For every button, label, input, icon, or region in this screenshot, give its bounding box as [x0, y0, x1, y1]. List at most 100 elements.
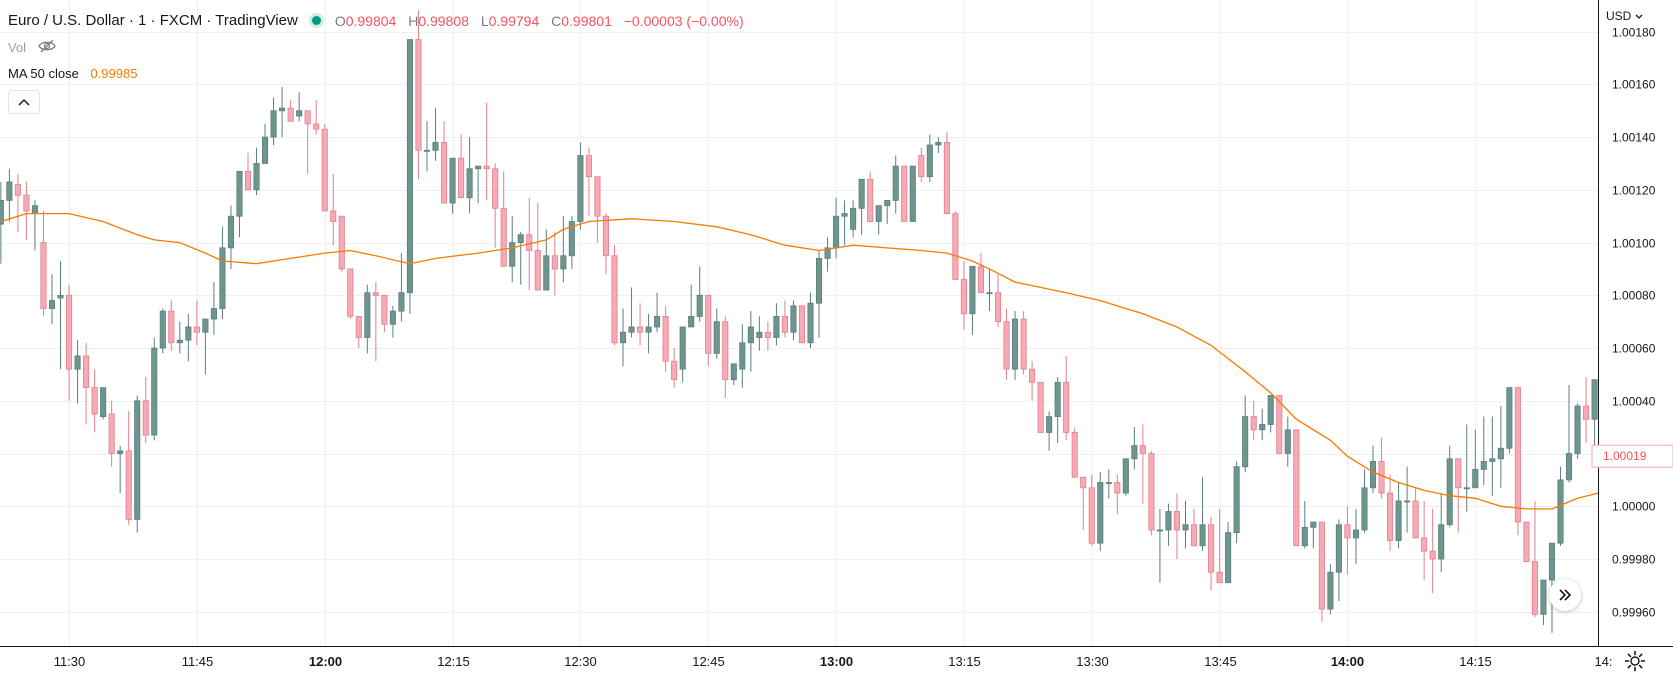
candle-up[interactable]: [969, 265, 976, 335]
candle-down[interactable]: [1148, 450, 1155, 536]
candle-up[interactable]: [739, 324, 746, 388]
candle-up[interactable]: [645, 313, 652, 354]
candle-down[interactable]: [1020, 311, 1027, 375]
candle-down[interactable]: [125, 411, 132, 525]
candle-down[interactable]: [338, 215, 345, 272]
candle-down[interactable]: [1421, 500, 1428, 581]
candle-up[interactable]: [986, 268, 993, 312]
candle-up[interactable]: [0, 181, 4, 264]
candle-up[interactable]: [909, 165, 916, 222]
symbol-title[interactable]: Euro / U.S. Dollar · 1 · FXCM · TradingV…: [8, 12, 298, 29]
candle-down[interactable]: [1455, 458, 1462, 533]
candle-up[interactable]: [1182, 500, 1189, 549]
candle-up[interactable]: [619, 308, 627, 367]
candle-up[interactable]: [1301, 500, 1308, 549]
candle-up[interactable]: [517, 232, 524, 285]
candle-up[interactable]: [210, 282, 217, 335]
candle-down[interactable]: [1412, 487, 1419, 539]
candle-up[interactable]: [1463, 424, 1470, 512]
scroll-to-realtime-button[interactable]: [1549, 579, 1581, 611]
candle-down[interactable]: [977, 253, 985, 294]
candle-down[interactable]: [594, 176, 601, 243]
candle-down[interactable]: [168, 300, 175, 351]
candle-down[interactable]: [330, 174, 337, 246]
candle-up[interactable]: [1489, 416, 1496, 496]
candle-up[interactable]: [296, 92, 303, 122]
candle-up[interactable]: [219, 226, 226, 320]
candle-up[interactable]: [935, 137, 942, 153]
candle-up[interactable]: [858, 178, 865, 235]
candle-down[interactable]: [65, 284, 73, 401]
candle-down[interactable]: [1318, 521, 1325, 623]
candle-up[interactable]: [713, 308, 720, 359]
candle-down[interactable]: [867, 171, 874, 222]
candle-up[interactable]: [185, 313, 192, 362]
candle-down[interactable]: [500, 171, 507, 267]
candle-down[interactable]: [901, 165, 908, 222]
candle-down[interactable]: [91, 369, 98, 433]
price-axis-labels[interactable]: 1.00180 1.00160 1.00140 1.00120 1.00100 1.000…: [1612, 26, 1656, 620]
candle-up[interactable]: [807, 292, 814, 349]
candle-down[interactable]: [83, 342, 90, 425]
candle-up[interactable]: [1497, 406, 1504, 488]
candle-down[interactable]: [1250, 400, 1257, 441]
candle-up[interactable]: [628, 287, 635, 338]
candle-down[interactable]: [960, 261, 967, 330]
candle-down[interactable]: [602, 213, 610, 275]
candle-up[interactable]: [1199, 477, 1206, 552]
candle-up[interactable]: [1472, 429, 1479, 489]
candle-down[interactable]: [1139, 424, 1146, 504]
candle-up[interactable]: [1404, 466, 1411, 533]
candle-up[interactable]: [236, 170, 243, 238]
candle-down[interactable]: [534, 203, 541, 291]
candle-up[interactable]: [31, 200, 38, 251]
candle-up[interactable]: [1259, 408, 1266, 441]
candle-up[interactable]: [1310, 521, 1317, 549]
candle-down[interactable]: [1071, 427, 1078, 478]
candle-down[interactable]: [637, 303, 644, 346]
candle-down[interactable]: [918, 147, 925, 182]
candle-down[interactable]: [1080, 476, 1087, 530]
candle-down[interactable]: [1378, 437, 1385, 499]
candle-down[interactable]: [381, 294, 388, 333]
candle-down[interactable]: [142, 377, 149, 443]
candle-up[interactable]: [1225, 522, 1232, 584]
candle-up[interactable]: [654, 292, 661, 333]
candle-down[interactable]: [1514, 387, 1521, 536]
candle-up[interactable]: [1105, 469, 1112, 499]
candle-up[interactable]: [1267, 395, 1274, 433]
candle-down[interactable]: [798, 305, 806, 344]
candle-up[interactable]: [262, 123, 269, 164]
candle-down[interactable]: [1088, 474, 1095, 546]
candle-down[interactable]: [1190, 508, 1198, 547]
candle-down[interactable]: [458, 134, 465, 199]
candle-up[interactable]: [1540, 579, 1547, 625]
candle-down[interactable]: [14, 174, 21, 233]
candle-up[interactable]: [1361, 469, 1368, 533]
candle-up[interactable]: [1284, 416, 1291, 467]
candle-down[interactable]: [108, 400, 115, 467]
candle-up[interactable]: [1054, 377, 1061, 443]
candle-up[interactable]: [815, 250, 823, 338]
candle-up[interactable]: [1131, 427, 1138, 470]
candle-down[interactable]: [1276, 395, 1283, 454]
candle-up[interactable]: [1565, 384, 1573, 483]
candle-up[interactable]: [577, 142, 584, 230]
candle-up[interactable]: [100, 387, 107, 420]
candle-up[interactable]: [1242, 395, 1249, 472]
candle-down[interactable]: [1429, 508, 1436, 594]
candle-down[interactable]: [943, 131, 950, 214]
candle-up[interactable]: [423, 121, 431, 172]
candle-up[interactable]: [696, 266, 703, 322]
candle-up[interactable]: [1327, 564, 1334, 615]
candle-up[interactable]: [892, 155, 899, 214]
candle-down[interactable]: [287, 100, 294, 122]
candle-up[interactable]: [1046, 411, 1053, 451]
candle-down[interactable]: [415, 10, 422, 180]
market-status-dot[interactable]: [311, 16, 321, 25]
candle-up[interactable]: [1438, 493, 1445, 573]
candle-up[interactable]: [151, 337, 158, 441]
candle-down[interactable]: [611, 245, 618, 346]
candle-down[interactable]: [483, 102, 490, 201]
candle-up[interactable]: [227, 205, 235, 269]
